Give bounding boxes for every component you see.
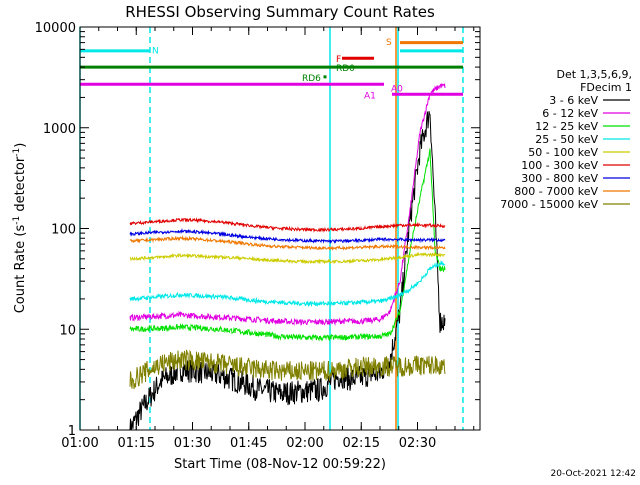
legend-label: 12 - 25 keV: [535, 120, 598, 133]
x-tick-label: 01:30: [174, 436, 211, 451]
y-tick-label: 10000: [35, 21, 76, 36]
x-tick-label: 02:30: [399, 436, 436, 451]
x-tick-label: 02:15: [343, 436, 380, 451]
series-line-100-300-kev: [129, 217, 446, 233]
series-layer: [129, 83, 446, 431]
annotation-a0: A0: [391, 85, 403, 95]
x-axis-label: Start Time (08-Nov-12 00:59:22): [174, 457, 386, 472]
annotation-rd0: RD0: [336, 64, 355, 74]
series-line-6-12-kev: [129, 83, 446, 327]
annotation-a1: A1: [364, 91, 376, 101]
legend-label: 100 - 300 keV: [521, 159, 598, 172]
flag-bars: [80, 41, 463, 96]
legend-label: 6 - 12 keV: [542, 107, 598, 120]
legend-label: 3 - 6 keV: [549, 94, 598, 107]
y-tick-label: 1000: [43, 122, 76, 137]
annotation-f: F: [336, 55, 341, 65]
series-line-800-7000-kev: [129, 235, 446, 251]
x-tick-label: 01:45: [230, 436, 267, 451]
legend-label: 50 - 100 keV: [528, 146, 598, 159]
annotation-rd6: RD6: [302, 74, 321, 84]
x-tick-label: 01:00: [61, 436, 98, 451]
series-line-300-800-kev: [129, 228, 446, 245]
x-tick-label: 02:00: [286, 436, 323, 451]
y-tick-label: 100: [51, 223, 76, 238]
legend-label: 7000 - 15000 keV: [500, 198, 598, 211]
legend-label: 800 - 7000 keV: [514, 185, 598, 198]
legend-header-line: Det 1,3,5,6,9,: [556, 68, 632, 81]
annotation-s: S: [386, 38, 392, 48]
legend-label: 25 - 50 keV: [535, 133, 598, 146]
annotation-n: N: [152, 46, 159, 56]
footer-timestamp: 20-Oct-2021 12:42: [551, 469, 636, 479]
legend-label: 300 - 800 keV: [521, 172, 598, 185]
legend-header-line: FDecim 1: [580, 81, 632, 94]
rd6-dot: [323, 75, 327, 79]
x-tick-label: 01:15: [118, 436, 155, 451]
series-line-3-6-kev: [129, 111, 446, 431]
series-line-7000-15000-kev: [129, 349, 446, 390]
series-line-25-50-kev: [129, 260, 446, 308]
chart-title: RHESSI Observing Summary Count Rates: [125, 3, 435, 21]
series-line-50-100-kev: [129, 251, 446, 265]
y-tick-label: 1: [68, 424, 76, 439]
y-axis-label: Count Rate (s-1 detector-1): [12, 143, 28, 314]
axes: 01:00 01:15 01:30 01:45 02:00 02:15 02:30 1 10 10…: [35, 21, 480, 451]
series-line-12-25-kev: [129, 148, 446, 342]
y-tick-label: 10: [59, 323, 76, 338]
